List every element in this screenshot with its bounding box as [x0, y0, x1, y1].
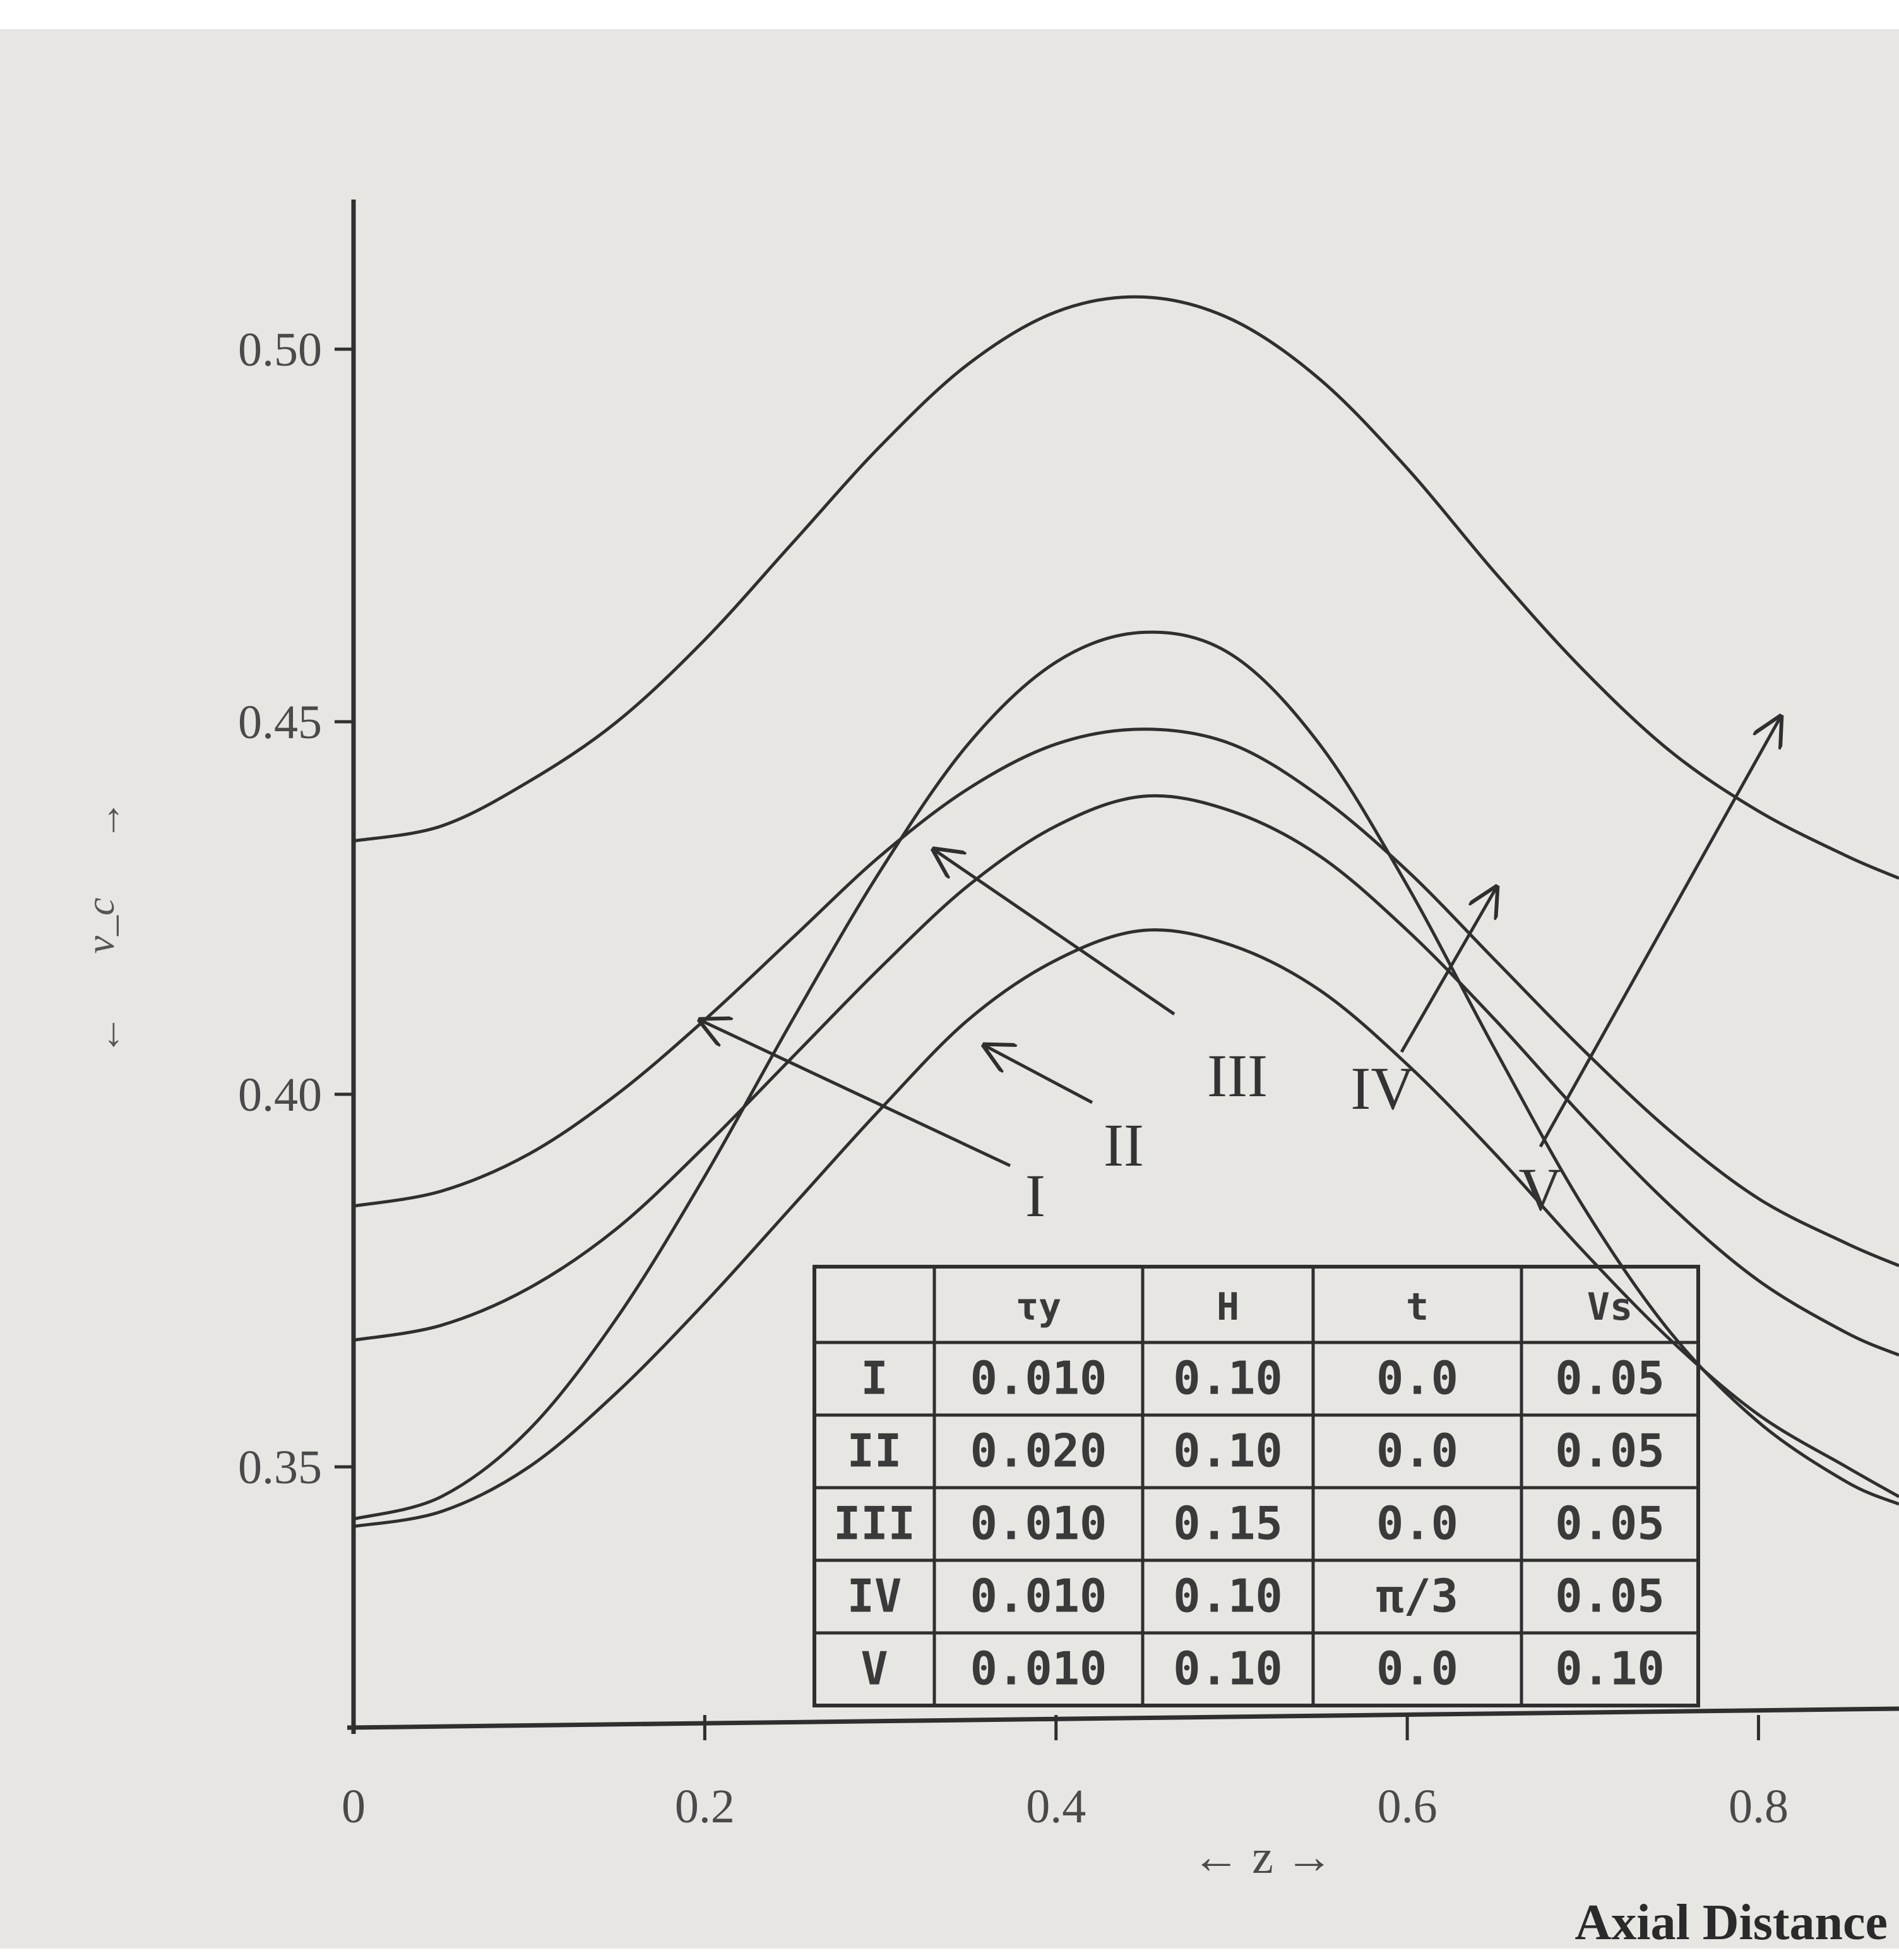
callout-arrow	[701, 1020, 1011, 1168]
x-axis-line	[347, 1706, 1899, 1730]
y-axis-arrow-down: ↓	[104, 1010, 124, 1055]
y-tick-label: 0.40	[238, 1068, 322, 1121]
y-axis-arrow-up: ↑	[104, 795, 124, 840]
y-tick-label: 0.35	[238, 1441, 322, 1494]
table-header-cell: τy	[1016, 1285, 1061, 1329]
series-line-i	[353, 727, 1899, 1267]
curve-label-ii: II	[1104, 1111, 1144, 1179]
curve-label-iv: IV	[1350, 1055, 1414, 1122]
series-curves	[353, 295, 1899, 1528]
chart-photo: 0 0.2 0.4 0.6 0.8 0.35 0.40 0.45 0.50 I II III IV V …	[0, 29, 1899, 1949]
table-cell: 0.010	[970, 1352, 1107, 1405]
table-header-cell: Vs	[1587, 1285, 1633, 1329]
table-cell: 0.0	[1376, 1425, 1458, 1478]
table-cell: 0.10	[1173, 1425, 1282, 1478]
table-cell: 0.10	[1173, 1352, 1282, 1405]
table-cell: IV	[847, 1570, 902, 1623]
y-tick-label: 0.45	[238, 696, 322, 749]
x-tick-label: 0	[342, 1780, 366, 1833]
table-cell: II	[847, 1425, 902, 1478]
curve-label-i: I	[1025, 1162, 1045, 1229]
table-cell: 0.010	[970, 1570, 1107, 1623]
table-cell: 0.05	[1555, 1570, 1664, 1623]
series-line-v	[353, 295, 1899, 880]
table-cell: 0.0	[1376, 1497, 1458, 1550]
table-cell: I	[860, 1352, 888, 1405]
table-cell: 0.010	[970, 1642, 1107, 1695]
series-line-iii	[353, 630, 1899, 1521]
curve-label-iii: III	[1207, 1042, 1268, 1109]
y-axis-symbol: v_c	[78, 898, 122, 954]
callout-arrow	[934, 850, 1176, 1016]
table-cell: 0.10	[1173, 1642, 1282, 1695]
series-line-iv	[353, 794, 1899, 1357]
table-header-cell: t	[1406, 1285, 1429, 1329]
table-cell: 0.010	[970, 1497, 1107, 1550]
x-tick-label: 0.8	[1729, 1780, 1789, 1833]
x-tick-label: 0.2	[675, 1780, 735, 1833]
table-header-cell: H	[1217, 1285, 1239, 1329]
table-cell: 0.15	[1173, 1497, 1282, 1550]
table-cell: V	[860, 1642, 888, 1695]
x-tick-label: 0.4	[1026, 1780, 1086, 1833]
table-cell: 0.10	[1173, 1570, 1282, 1623]
callout-arrow	[1539, 717, 1780, 1148]
y-tick-label: 0.50	[238, 323, 322, 376]
table-cell: 0.05	[1555, 1352, 1664, 1405]
x-axis-label: ← z →	[1192, 1831, 1333, 1884]
table-cell: π/3	[1376, 1570, 1458, 1623]
table-cell: 0.0	[1376, 1642, 1458, 1695]
figure-caption-fragment: Axial Distance	[1575, 1895, 1888, 1949]
table-cell: 0.0	[1376, 1352, 1458, 1405]
series-line-ii	[353, 928, 1899, 1528]
callout-arrow	[1400, 888, 1496, 1053]
table-cell: III	[833, 1497, 915, 1550]
callout-arrow	[985, 1046, 1093, 1104]
x-tick-label: 0.6	[1378, 1780, 1438, 1833]
table-cell: 0.020	[970, 1425, 1107, 1478]
table-cell: 0.05	[1555, 1425, 1664, 1478]
table-cell: 0.10	[1555, 1642, 1664, 1695]
curve-label-v: V	[1518, 1156, 1562, 1223]
table-cell: 0.05	[1555, 1497, 1664, 1550]
axes: 0 0.2 0.4 0.6 0.8 0.35 0.40 0.45 0.50	[238, 200, 1899, 1833]
y-axis-label: ↑ v_c ↓	[78, 795, 124, 1055]
